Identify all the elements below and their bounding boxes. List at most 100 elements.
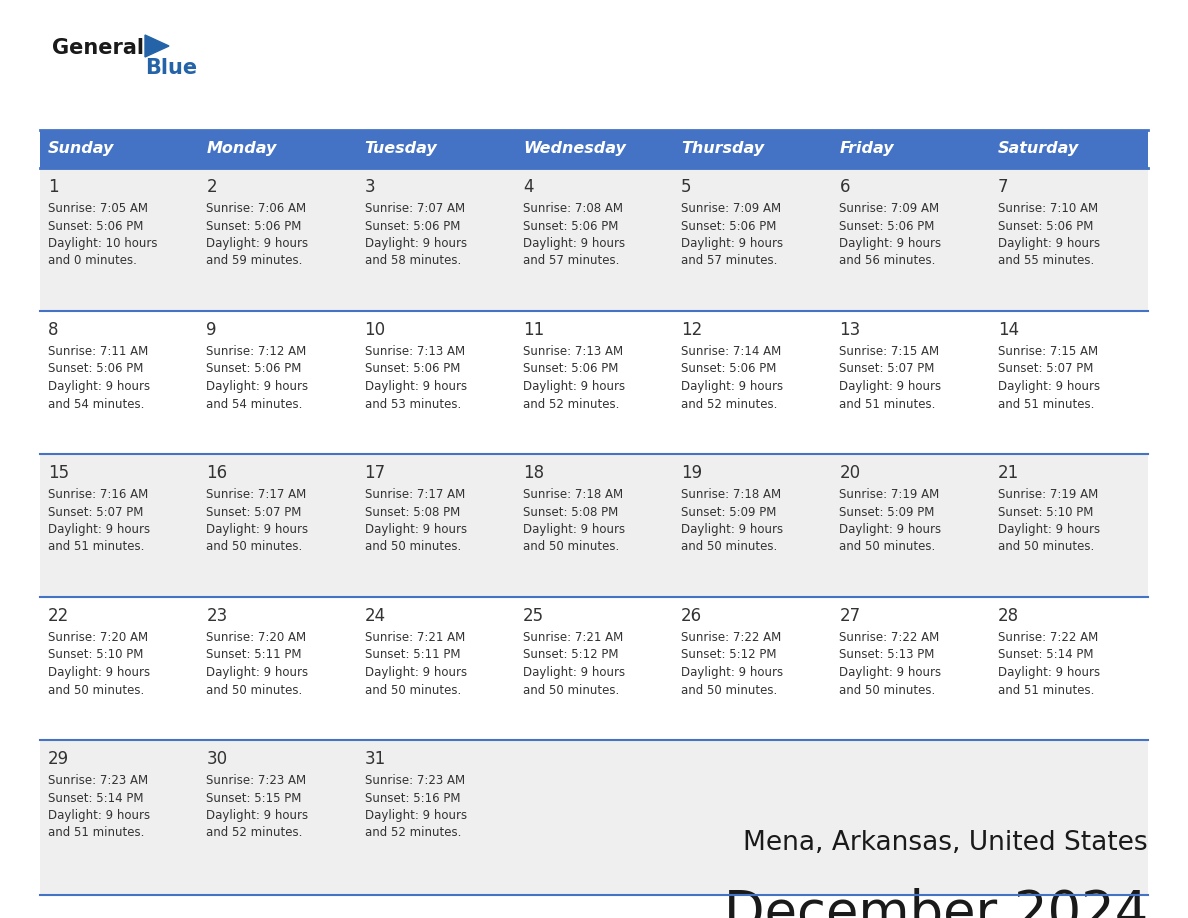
Bar xyxy=(674,454,832,597)
Text: 4: 4 xyxy=(523,178,533,196)
Text: and 51 minutes.: and 51 minutes. xyxy=(998,684,1094,697)
Text: Sunset: 5:11 PM: Sunset: 5:11 PM xyxy=(207,648,302,662)
Text: Daylight: 9 hours: Daylight: 9 hours xyxy=(207,666,309,679)
Text: Sunday: Sunday xyxy=(48,141,114,156)
Text: and 51 minutes.: and 51 minutes. xyxy=(48,826,145,839)
Text: Sunset: 5:12 PM: Sunset: 5:12 PM xyxy=(681,648,777,662)
Text: Daylight: 9 hours: Daylight: 9 hours xyxy=(840,523,942,536)
Text: Daylight: 9 hours: Daylight: 9 hours xyxy=(840,237,942,250)
Text: Sunrise: 7:19 AM: Sunrise: 7:19 AM xyxy=(840,488,940,501)
Text: Sunrise: 7:17 AM: Sunrise: 7:17 AM xyxy=(207,488,307,501)
Text: and 50 minutes.: and 50 minutes. xyxy=(840,541,936,554)
Text: Sunset: 5:06 PM: Sunset: 5:06 PM xyxy=(365,363,460,375)
Text: Blue: Blue xyxy=(145,58,197,78)
Text: Sunset: 5:07 PM: Sunset: 5:07 PM xyxy=(840,363,935,375)
Text: 26: 26 xyxy=(681,607,702,625)
Bar xyxy=(832,168,990,311)
Text: 27: 27 xyxy=(840,607,860,625)
Bar xyxy=(674,130,832,168)
Text: Thursday: Thursday xyxy=(681,141,764,156)
Text: 6: 6 xyxy=(840,178,849,196)
Text: Daylight: 9 hours: Daylight: 9 hours xyxy=(998,380,1100,393)
Text: Daylight: 9 hours: Daylight: 9 hours xyxy=(365,380,467,393)
Text: Sunset: 5:06 PM: Sunset: 5:06 PM xyxy=(840,219,935,232)
Text: Sunset: 5:14 PM: Sunset: 5:14 PM xyxy=(998,648,1093,662)
Bar xyxy=(990,168,1148,311)
Text: Sunset: 5:10 PM: Sunset: 5:10 PM xyxy=(48,648,144,662)
Text: Daylight: 9 hours: Daylight: 9 hours xyxy=(681,380,783,393)
Text: Sunrise: 7:22 AM: Sunrise: 7:22 AM xyxy=(681,631,782,644)
Text: Daylight: 9 hours: Daylight: 9 hours xyxy=(48,666,150,679)
Text: 22: 22 xyxy=(48,607,69,625)
Text: Sunset: 5:11 PM: Sunset: 5:11 PM xyxy=(365,648,460,662)
Text: Sunrise: 7:23 AM: Sunrise: 7:23 AM xyxy=(48,774,148,787)
Text: Sunrise: 7:08 AM: Sunrise: 7:08 AM xyxy=(523,202,623,215)
Text: Sunrise: 7:05 AM: Sunrise: 7:05 AM xyxy=(48,202,148,215)
Text: 16: 16 xyxy=(207,464,227,482)
Text: Sunrise: 7:06 AM: Sunrise: 7:06 AM xyxy=(207,202,307,215)
Text: 30: 30 xyxy=(207,750,227,768)
Bar xyxy=(356,168,514,311)
Text: Sunset: 5:13 PM: Sunset: 5:13 PM xyxy=(840,648,935,662)
Text: Sunrise: 7:23 AM: Sunrise: 7:23 AM xyxy=(365,774,465,787)
Text: 1: 1 xyxy=(48,178,58,196)
Text: Daylight: 9 hours: Daylight: 9 hours xyxy=(840,666,942,679)
Text: 23: 23 xyxy=(207,607,228,625)
Text: Sunrise: 7:18 AM: Sunrise: 7:18 AM xyxy=(523,488,623,501)
Text: 5: 5 xyxy=(681,178,691,196)
Text: Sunset: 5:06 PM: Sunset: 5:06 PM xyxy=(207,363,302,375)
Text: 3: 3 xyxy=(365,178,375,196)
Bar xyxy=(674,740,832,895)
Text: Sunrise: 7:16 AM: Sunrise: 7:16 AM xyxy=(48,488,148,501)
Bar xyxy=(990,311,1148,454)
Text: Daylight: 9 hours: Daylight: 9 hours xyxy=(48,809,150,822)
Text: 24: 24 xyxy=(365,607,386,625)
Text: Sunset: 5:07 PM: Sunset: 5:07 PM xyxy=(207,506,302,519)
Text: and 50 minutes.: and 50 minutes. xyxy=(840,684,936,697)
Text: and 59 minutes.: and 59 minutes. xyxy=(207,254,303,267)
Text: Sunset: 5:14 PM: Sunset: 5:14 PM xyxy=(48,791,144,804)
Bar xyxy=(198,597,356,740)
Text: Daylight: 9 hours: Daylight: 9 hours xyxy=(681,523,783,536)
Text: Wednesday: Wednesday xyxy=(523,141,626,156)
Text: Sunrise: 7:12 AM: Sunrise: 7:12 AM xyxy=(207,345,307,358)
Text: 14: 14 xyxy=(998,321,1019,339)
Text: and 50 minutes.: and 50 minutes. xyxy=(365,541,461,554)
Text: Sunset: 5:06 PM: Sunset: 5:06 PM xyxy=(998,219,1093,232)
Text: Sunrise: 7:07 AM: Sunrise: 7:07 AM xyxy=(365,202,465,215)
Text: Daylight: 10 hours: Daylight: 10 hours xyxy=(48,237,158,250)
Text: 2: 2 xyxy=(207,178,217,196)
Text: Sunrise: 7:17 AM: Sunrise: 7:17 AM xyxy=(365,488,465,501)
Text: Sunrise: 7:13 AM: Sunrise: 7:13 AM xyxy=(523,345,623,358)
Text: and 57 minutes.: and 57 minutes. xyxy=(681,254,777,267)
Text: Sunset: 5:06 PM: Sunset: 5:06 PM xyxy=(207,219,302,232)
Text: 17: 17 xyxy=(365,464,386,482)
Text: 31: 31 xyxy=(365,750,386,768)
Text: Sunrise: 7:22 AM: Sunrise: 7:22 AM xyxy=(998,631,1098,644)
Text: Sunset: 5:10 PM: Sunset: 5:10 PM xyxy=(998,506,1093,519)
Bar xyxy=(198,168,356,311)
Text: Sunset: 5:15 PM: Sunset: 5:15 PM xyxy=(207,791,302,804)
Text: Mena, Arkansas, United States: Mena, Arkansas, United States xyxy=(744,830,1148,856)
Text: Monday: Monday xyxy=(207,141,277,156)
Text: and 57 minutes.: and 57 minutes. xyxy=(523,254,619,267)
Text: and 50 minutes.: and 50 minutes. xyxy=(207,541,303,554)
Bar xyxy=(990,597,1148,740)
Text: and 50 minutes.: and 50 minutes. xyxy=(207,684,303,697)
Text: Daylight: 9 hours: Daylight: 9 hours xyxy=(207,237,309,250)
Bar xyxy=(514,454,674,597)
Text: Sunrise: 7:23 AM: Sunrise: 7:23 AM xyxy=(207,774,307,787)
Text: Daylight: 9 hours: Daylight: 9 hours xyxy=(998,666,1100,679)
Text: 9: 9 xyxy=(207,321,216,339)
Text: and 50 minutes.: and 50 minutes. xyxy=(523,541,619,554)
Bar xyxy=(832,311,990,454)
Bar xyxy=(40,740,198,895)
Text: 20: 20 xyxy=(840,464,860,482)
Text: Sunset: 5:09 PM: Sunset: 5:09 PM xyxy=(840,506,935,519)
Text: Sunset: 5:07 PM: Sunset: 5:07 PM xyxy=(998,363,1093,375)
Text: and 55 minutes.: and 55 minutes. xyxy=(998,254,1094,267)
Text: Sunset: 5:06 PM: Sunset: 5:06 PM xyxy=(523,219,618,232)
Text: Daylight: 9 hours: Daylight: 9 hours xyxy=(48,380,150,393)
Bar xyxy=(356,311,514,454)
Bar xyxy=(514,740,674,895)
